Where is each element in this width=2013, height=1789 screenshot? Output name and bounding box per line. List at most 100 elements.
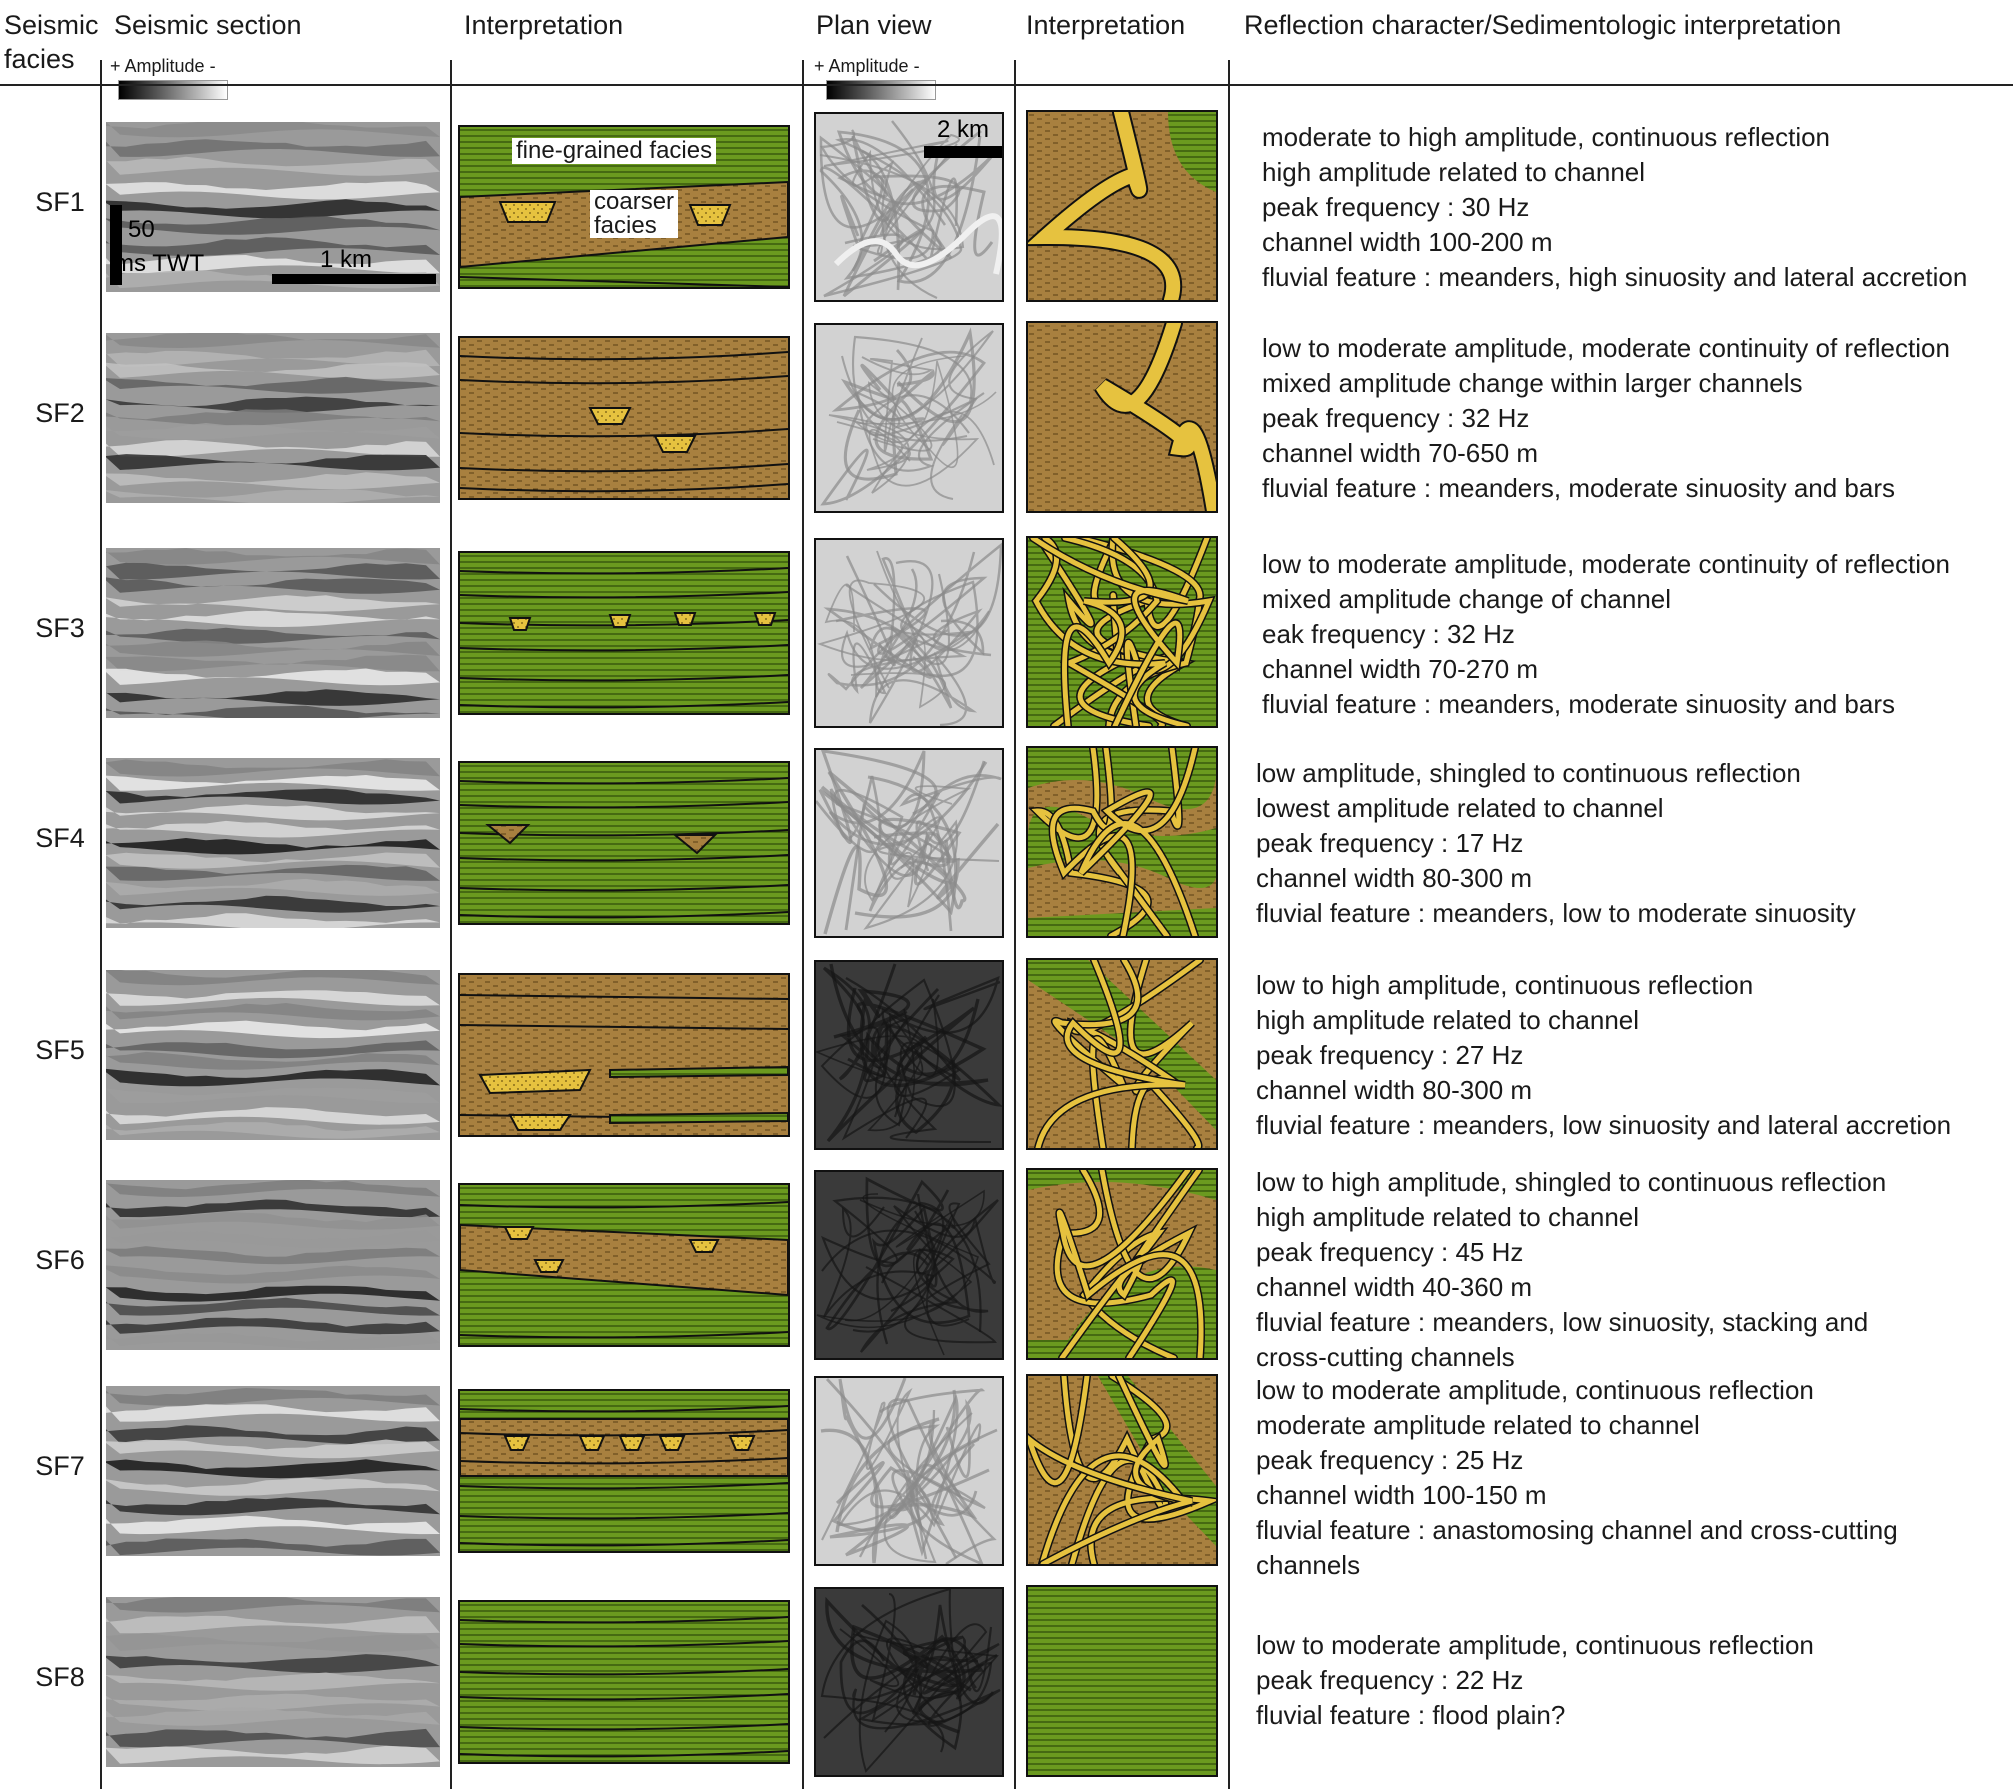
description-line: moderate amplitude related to channel (1256, 1410, 1700, 1440)
description-line: low to moderate amplitude, continuous re… (1256, 1630, 1814, 1660)
description-line: peak frequency : 32 Hz (1262, 403, 1530, 433)
facies-description: moderate to high amplitude, continuous r… (1262, 120, 1967, 295)
amplitude-label-plan: + Amplitude - (814, 56, 920, 76)
column-divider (802, 60, 804, 1789)
plan-view-image (814, 960, 1004, 1150)
header-reflection-character: Reflection character/Sedimentologic inte… (1244, 10, 1842, 40)
description-line: peak frequency : 45 Hz (1256, 1237, 1524, 1267)
plan-interpretation-panel (1026, 536, 1218, 728)
description-line: high amplitude related to channel (1256, 1005, 1640, 1035)
facies-id: SF1 (35, 187, 85, 217)
section-interpretation-panel (458, 973, 790, 1137)
facies-id: SF4 (35, 823, 85, 853)
description-line: peak frequency : 27 Hz (1256, 1040, 1524, 1070)
description-line: high amplitude related to channel (1256, 1202, 1640, 1232)
coarser-facies-label-line1: coarser (594, 188, 675, 215)
plan-view-image (814, 1170, 1004, 1360)
vertical-scale-unit: ms TWT (114, 250, 205, 277)
facies-description: low to high amplitude, shingled to conti… (1256, 1165, 1886, 1375)
section-interpretation-panel (458, 1600, 790, 1764)
description-line: mixed amplitude change within larger cha… (1262, 368, 1803, 398)
header-interpretation-section: Interpretation (464, 10, 624, 40)
description-line: low to moderate amplitude, continuous re… (1256, 1375, 1814, 1405)
seismic-section-image (106, 1180, 440, 1350)
header-seismic-facies-line2: facies (4, 44, 75, 74)
seismic-section-image (106, 970, 440, 1140)
description-line: fluvial feature : meanders, moderate sin… (1262, 473, 1896, 503)
facies-description: low to moderate amplitude, continuous re… (1256, 1628, 1814, 1733)
plan-interpretation-panel (1026, 1374, 1218, 1566)
seismic-section-image (106, 1597, 440, 1767)
description-line: channel width 80-300 m (1256, 863, 1533, 893)
section-interpretation-panel (458, 761, 790, 925)
header-interpretation-plan: Interpretation (1026, 10, 1186, 40)
description-line: fluvial feature : meanders, low sinuosit… (1256, 1307, 1869, 1337)
facies-description: low to moderate amplitude, continuous re… (1256, 1373, 1898, 1583)
plan-scale-label: 2 km (937, 116, 990, 143)
plan-view-image (814, 323, 1004, 513)
section-interpretation-panel (458, 551, 790, 715)
amplitude-colorbar-plan (826, 80, 936, 100)
facies-description: low to moderate amplitude, moderate cont… (1262, 547, 1950, 722)
seismic-section-image (106, 1386, 440, 1556)
description-line: eak frequency : 32 Hz (1262, 619, 1515, 649)
vertical-scale-value: 50 (128, 216, 155, 243)
facies-description: low amplitude, shingled to continuous re… (1256, 756, 1856, 931)
column-divider (450, 60, 452, 1789)
coarser-facies-label: coarser facies (590, 188, 679, 239)
amplitude-colorbar-section (118, 80, 228, 100)
header-seismic-facies: Seismic facies (4, 8, 99, 76)
facies-description: low to moderate amplitude, moderate cont… (1262, 331, 1950, 506)
header-divider (0, 84, 2013, 86)
description-line: channel width 70-650 m (1262, 438, 1539, 468)
description-line: fluvial feature : meanders, low sinuosit… (1256, 1110, 1952, 1140)
facies-id: SF8 (35, 1662, 85, 1692)
plan-interpretation-panel (1026, 1585, 1218, 1777)
vertical-scale-bar (110, 205, 122, 285)
description-line: fluvial feature : anastomosing channel a… (1256, 1515, 1898, 1545)
description-line: channel width 100-200 m (1262, 227, 1553, 257)
description-line: peak frequency : 25 Hz (1256, 1445, 1524, 1475)
description-line: channel width 70-270 m (1262, 654, 1539, 684)
description-line: peak frequency : 22 Hz (1256, 1665, 1524, 1695)
facies-id: SF7 (35, 1451, 85, 1481)
description-line: channel width 100-150 m (1256, 1480, 1547, 1510)
description-line: channel width 40-360 m (1256, 1272, 1533, 1302)
description-line: fluvial feature : flood plain? (1256, 1700, 1566, 1730)
description-line: channel width 80-300 m (1256, 1075, 1533, 1105)
header-seismic-facies-line1: Seismic (4, 10, 99, 40)
horizontal-scale-bar (272, 274, 436, 284)
section-interpretation-panel (458, 1183, 790, 1347)
section-interpretation-panel (458, 1389, 790, 1553)
description-line: peak frequency : 17 Hz (1256, 828, 1524, 858)
plan-interpretation-panel (1026, 958, 1218, 1150)
amplitude-label-section: + Amplitude - (110, 56, 216, 76)
description-line: lowest amplitude related to channel (1256, 793, 1664, 823)
description-line: moderate to high amplitude, continuous r… (1262, 122, 1831, 152)
header-plan-view: Plan view (816, 10, 932, 40)
description-line: low to moderate amplitude, moderate cont… (1262, 549, 1950, 579)
column-divider (100, 60, 102, 1789)
description-line: channels (1256, 1550, 1361, 1580)
description-line: fluvial feature : meanders, high sinuosi… (1262, 262, 1968, 292)
description-line: low to moderate amplitude, moderate cont… (1262, 333, 1950, 363)
facies-description: low to high amplitude, continuous reflec… (1256, 968, 1951, 1143)
facies-id: SF6 (35, 1245, 85, 1275)
seismic-section-image (106, 548, 440, 718)
description-line: cross-cutting channels (1256, 1342, 1515, 1372)
description-line: mixed amplitude change of channel (1262, 584, 1672, 614)
plan-interpretation-panel (1026, 746, 1218, 938)
facies-id: SF2 (35, 398, 85, 428)
column-divider (1014, 60, 1016, 1789)
plan-view-image (814, 112, 1004, 302)
coarser-facies-label-line2: facies (594, 212, 657, 239)
description-line: fluvial feature : meanders, moderate sin… (1262, 689, 1896, 719)
description-line: high amplitude related to channel (1262, 157, 1646, 187)
seismic-section-image (106, 122, 440, 292)
description-line: low amplitude, shingled to continuous re… (1256, 758, 1801, 788)
plan-interpretation-panel (1026, 321, 1218, 513)
plan-interpretation-panel (1026, 1168, 1218, 1360)
horizontal-scale-label: 1 km (320, 246, 373, 273)
section-interpretation-panel (458, 336, 790, 500)
seismic-section-image (106, 333, 440, 503)
